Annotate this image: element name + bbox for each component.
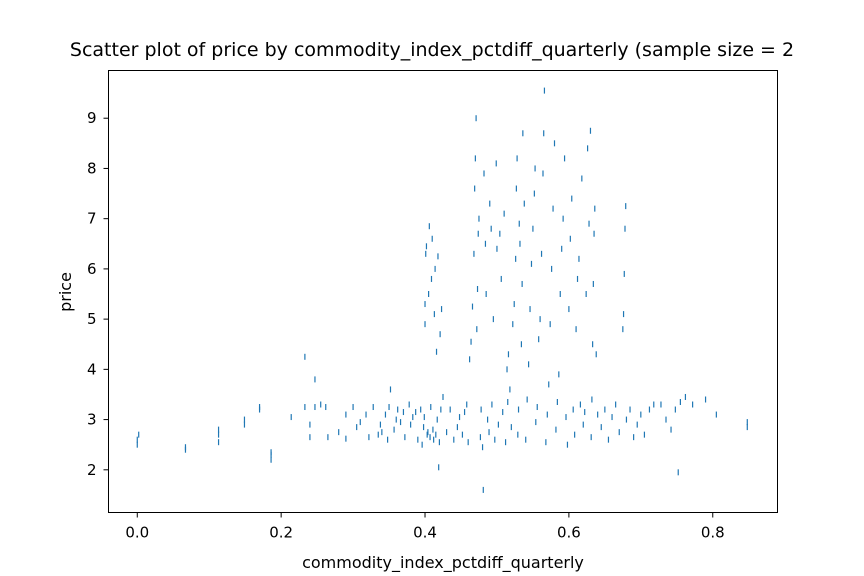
- x-axis: 0.0 0.2 0.4 0.6 0.8: [125, 512, 725, 542]
- y-tick-label: 5: [87, 310, 97, 328]
- chart-title: Scatter plot of price by commodity_index…: [70, 39, 794, 61]
- x-tick-label: 0.8: [701, 524, 725, 542]
- y-tick-label: 7: [87, 210, 97, 228]
- x-axis-label: commodity_index_pctdiff_quarterly: [302, 553, 584, 573]
- plot-frame: [108, 70, 778, 513]
- y-tick-label: 3: [87, 411, 97, 429]
- x-tick-label: 0.0: [125, 524, 149, 542]
- x-tick-label: 0.4: [413, 524, 437, 542]
- y-tick-label: 6: [87, 260, 97, 278]
- y-tick-label: 8: [87, 159, 97, 177]
- x-tick-label: 0.2: [269, 524, 293, 542]
- y-axis-label: price: [56, 272, 75, 312]
- data-points-layer: [136, 87, 748, 493]
- y-tick-label: 9: [87, 109, 97, 127]
- x-tick-label: 0.6: [557, 524, 581, 542]
- y-axis: 2 3 4 5 6 7 8 9: [87, 109, 109, 479]
- y-tick-label: 2: [87, 461, 97, 479]
- y-tick-label: 4: [87, 360, 97, 378]
